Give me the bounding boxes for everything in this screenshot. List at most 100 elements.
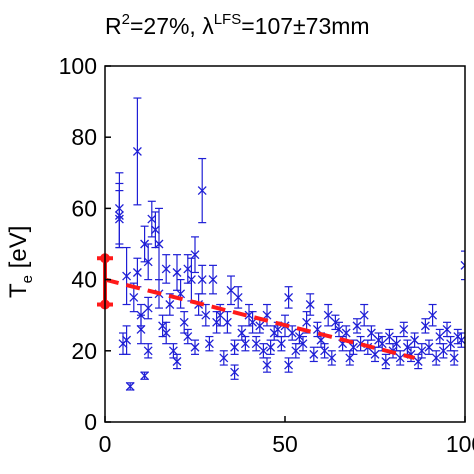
point-marker	[377, 339, 387, 349]
data-point	[381, 353, 391, 370]
data-point	[255, 318, 265, 334]
point-marker	[230, 367, 240, 377]
data-point	[352, 318, 362, 334]
data-point	[420, 318, 430, 334]
point-marker	[215, 310, 225, 320]
data-point	[284, 286, 294, 309]
point-marker	[258, 346, 268, 356]
data-point	[327, 350, 337, 366]
data-point	[114, 190, 124, 249]
point-marker	[298, 339, 308, 349]
point-marker	[172, 268, 182, 277]
point-marker	[352, 321, 362, 331]
point-marker	[446, 339, 456, 349]
point-marker	[424, 342, 434, 352]
point-marker	[312, 324, 322, 334]
data-point	[323, 303, 333, 327]
point-marker	[183, 332, 193, 342]
point-marker	[179, 317, 189, 327]
data-point	[410, 332, 420, 348]
data-point	[132, 257, 142, 288]
point-marker	[410, 335, 420, 345]
y-tick-label: 80	[71, 124, 97, 150]
point-marker	[392, 339, 402, 349]
data-point	[136, 314, 146, 345]
data-point	[305, 293, 315, 316]
y-tick-label: 0	[84, 409, 97, 435]
point-marker	[460, 260, 465, 267]
data-point	[140, 371, 150, 381]
point-marker	[208, 275, 218, 285]
axes: 0 20 40 60 80 100 0 50 100	[59, 53, 474, 457]
y-tick-label: 60	[71, 195, 97, 221]
point-marker	[302, 317, 312, 327]
data-point	[395, 350, 405, 366]
point-marker	[233, 292, 243, 302]
data-point	[183, 328, 193, 345]
point-marker	[147, 214, 157, 224]
point-marker	[154, 239, 164, 249]
point-marker	[305, 300, 315, 309]
point-marker	[125, 381, 135, 391]
data-point	[284, 357, 294, 373]
data-point	[222, 311, 232, 334]
data-point	[312, 321, 322, 338]
data-point	[201, 303, 211, 327]
data-point	[309, 346, 319, 363]
data-point	[219, 350, 229, 366]
data-point	[150, 211, 160, 249]
data-point	[348, 339, 358, 355]
point-marker	[370, 349, 380, 359]
point-marker	[158, 321, 168, 331]
data-point	[122, 325, 132, 355]
point-marker	[438, 346, 448, 356]
data-point	[154, 207, 164, 281]
y-tick-label: 100	[59, 53, 97, 79]
point-marker	[183, 264, 193, 274]
data-point	[345, 350, 355, 366]
data-point	[143, 296, 153, 320]
point-marker	[114, 214, 124, 224]
x-tick-label: 100	[446, 431, 474, 457]
point-marker	[186, 275, 196, 285]
data-point	[230, 364, 240, 380]
point-marker	[122, 271, 132, 281]
point-marker	[442, 324, 452, 334]
data-point	[370, 346, 380, 363]
data-point	[244, 303, 254, 327]
point-marker	[356, 339, 366, 349]
data-point	[237, 325, 247, 341]
point-marker	[359, 310, 369, 320]
point-marker	[420, 321, 430, 331]
data-point	[186, 257, 196, 302]
data-point	[366, 325, 376, 341]
data-point	[262, 357, 272, 373]
point-marker	[190, 250, 200, 260]
data-point	[125, 381, 135, 391]
point-marker	[431, 353, 441, 363]
point-marker	[143, 346, 153, 356]
point-marker	[327, 353, 337, 363]
data-point	[161, 254, 171, 284]
point-marker	[143, 303, 153, 313]
point-marker	[140, 371, 150, 381]
point-marker	[384, 332, 394, 342]
data-point	[446, 335, 456, 352]
point-marker	[172, 357, 182, 366]
data-point	[438, 343, 448, 359]
y-tick-label: 20	[71, 338, 97, 364]
data-point	[204, 335, 214, 352]
data-point	[197, 157, 207, 224]
point-marker	[136, 324, 146, 334]
data-point	[413, 353, 423, 370]
point-marker	[122, 335, 132, 345]
data-point	[320, 343, 330, 359]
data-point	[240, 335, 250, 352]
data-point	[161, 321, 171, 345]
data-point	[384, 328, 394, 345]
point-marker	[197, 275, 207, 285]
point-marker	[237, 328, 247, 338]
point-marker	[323, 310, 333, 320]
data-point	[143, 343, 153, 359]
point-marker	[204, 339, 214, 349]
